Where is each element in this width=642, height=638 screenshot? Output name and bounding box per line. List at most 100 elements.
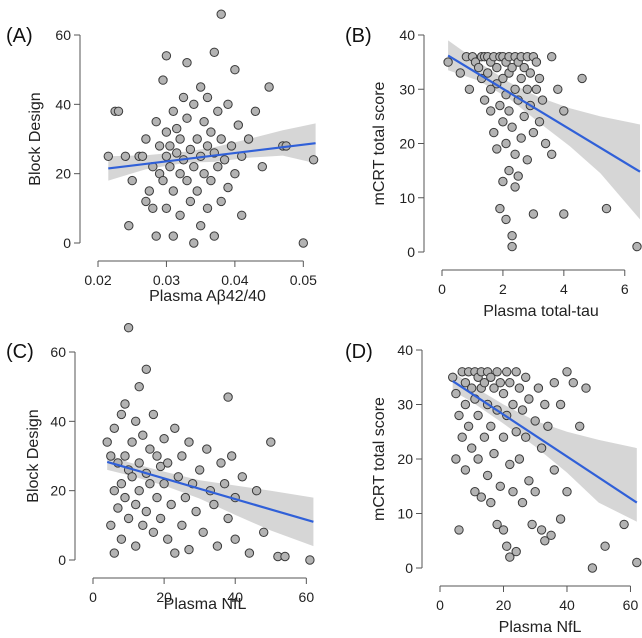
- x-tick-label: 2: [499, 281, 507, 297]
- data-point: [470, 487, 480, 497]
- data-point: [498, 73, 508, 84]
- data-point: [504, 165, 514, 176]
- data-point: [528, 209, 539, 219]
- data-point: [134, 458, 144, 468]
- y-tick-label: 30: [397, 397, 413, 413]
- data-point: [168, 186, 179, 196]
- y-tick-label: 60: [55, 27, 71, 43]
- data-point: [501, 138, 511, 149]
- data-point: [305, 555, 315, 565]
- data-point: [216, 196, 226, 207]
- data-point: [495, 203, 505, 214]
- data-point: [137, 151, 148, 162]
- data-point: [507, 241, 517, 252]
- data-point: [522, 84, 532, 95]
- data-point: [562, 487, 572, 497]
- data-point: [152, 492, 162, 503]
- data-point: [127, 175, 137, 186]
- data-point: [163, 534, 173, 544]
- data-point: [138, 430, 148, 440]
- data-point: [486, 106, 496, 116]
- panel-letter: (A): [6, 25, 33, 47]
- x-tick-label: 20: [156, 589, 172, 605]
- data-point: [185, 196, 196, 207]
- data-point: [473, 410, 483, 421]
- data-point: [492, 144, 502, 154]
- data-point: [495, 378, 505, 388]
- x-tick-label: 0.05: [290, 272, 317, 288]
- data-point: [489, 448, 499, 459]
- y-tick-label: 0: [63, 235, 71, 251]
- data-point: [216, 9, 226, 19]
- data-point: [495, 481, 505, 491]
- data-point: [549, 378, 559, 388]
- data-point: [170, 548, 180, 558]
- data-point: [199, 169, 209, 179]
- x-axis-label: Plasma NfL: [499, 619, 582, 636]
- data-point: [109, 548, 120, 558]
- data-point: [467, 443, 477, 453]
- data-point: [486, 372, 496, 382]
- data-point: [482, 470, 493, 481]
- data-point: [510, 149, 520, 160]
- data-point: [109, 423, 120, 433]
- data-point: [460, 399, 471, 410]
- y-tick-label: 20: [50, 483, 66, 499]
- data-point: [113, 106, 124, 117]
- data-point: [202, 92, 213, 103]
- data-point: [250, 106, 261, 117]
- data-point: [516, 73, 526, 84]
- data-point: [498, 176, 508, 187]
- panel-b: 0 2 4 6 0 10 20 30 40 Plasma total-tau mCRT total …: [345, 25, 642, 320]
- data-point: [486, 84, 496, 95]
- x-tick-label: 0: [436, 597, 444, 613]
- data-point: [489, 127, 499, 138]
- data-point: [498, 525, 509, 535]
- panel-letter: (D): [345, 341, 373, 363]
- data-point: [116, 479, 127, 489]
- x-tick-label: 40: [559, 597, 575, 613]
- data-point: [148, 203, 158, 214]
- data-point: [517, 497, 528, 508]
- y-tick-label: 20: [399, 136, 415, 152]
- data-point: [120, 492, 130, 503]
- data-point: [191, 506, 201, 517]
- x-tick-label: 0.03: [153, 272, 180, 288]
- data-point: [540, 399, 550, 410]
- data-point: [525, 68, 535, 78]
- data-point: [109, 486, 120, 496]
- data-point: [148, 527, 159, 537]
- data-point: [476, 492, 486, 502]
- data-point: [209, 47, 220, 57]
- data-point: [514, 454, 525, 464]
- data-point: [102, 437, 112, 447]
- panel-d: 0 20 40 60 0 10 20 30 40 Plasma NfL mCRT total sco…: [345, 341, 642, 636]
- data-point: [226, 141, 237, 151]
- data-point: [216, 458, 226, 468]
- data-point: [479, 378, 490, 388]
- data-point: [170, 423, 180, 433]
- data-point: [460, 378, 471, 388]
- panel-a: 0.02 0.03 0.04 0.05 0 20 40 60 Plasma Aβ42/40 Blo…: [6, 9, 319, 305]
- data-point: [257, 162, 267, 172]
- data-point: [460, 465, 471, 475]
- data-point: [116, 409, 127, 420]
- data-point: [182, 175, 192, 186]
- y-tick-label: 40: [397, 342, 413, 358]
- data-point: [192, 186, 202, 196]
- data-point: [168, 231, 179, 241]
- data-point: [219, 155, 230, 165]
- data-point: [206, 127, 216, 137]
- x-axis-label: Plasma Aβ42/40: [149, 288, 266, 305]
- data-point: [244, 548, 255, 558]
- data-point: [165, 162, 175, 172]
- data-point: [106, 520, 116, 530]
- data-point: [511, 546, 521, 557]
- data-point: [144, 186, 155, 196]
- data-point: [134, 382, 144, 392]
- data-point: [233, 120, 244, 130]
- data-point: [161, 127, 172, 137]
- data-point: [513, 171, 523, 181]
- data-point: [145, 479, 155, 489]
